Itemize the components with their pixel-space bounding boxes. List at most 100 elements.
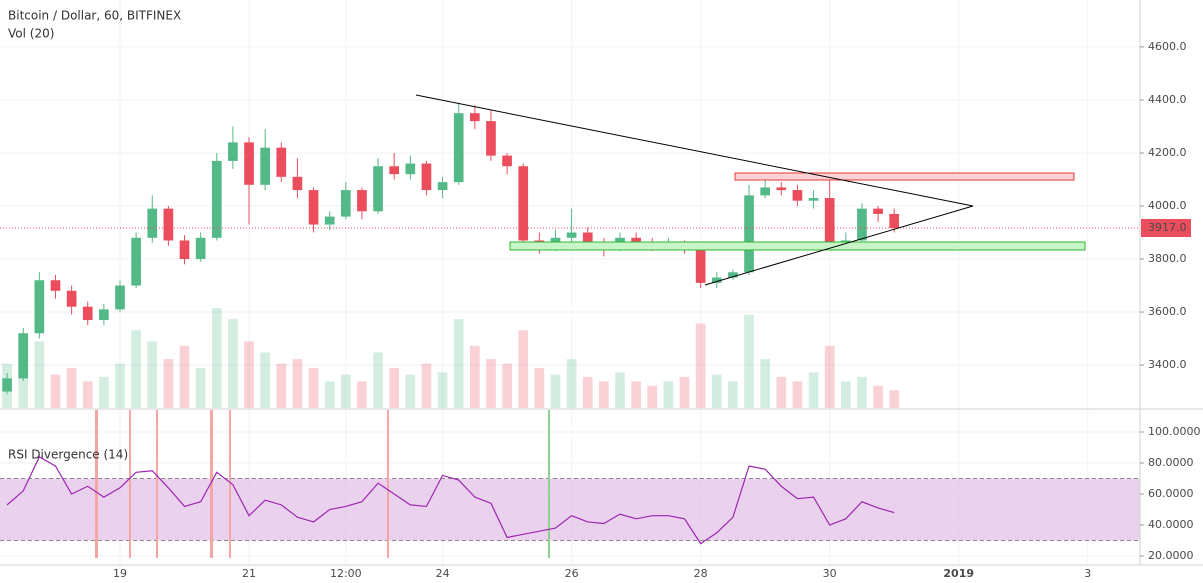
volume-bar — [82, 381, 93, 408]
support-zone — [509, 241, 1086, 251]
volume-bar — [340, 374, 351, 408]
volume-bar — [599, 381, 609, 408]
volume-bar — [518, 330, 529, 408]
candle-body — [163, 208, 174, 241]
divergence-marker — [156, 410, 158, 558]
volume-bar — [389, 368, 400, 408]
candle-body — [244, 142, 254, 185]
trend-line — [415, 94, 974, 207]
candle-body — [744, 195, 754, 273]
volume-bar — [421, 363, 432, 408]
volume-bar — [405, 374, 416, 408]
volume-bar — [50, 374, 61, 408]
volume-bar — [663, 381, 674, 408]
y-tick-label: 3600.0 — [1148, 305, 1187, 318]
x-tick-label: 12:00 — [330, 567, 362, 580]
volume-bar — [99, 376, 109, 408]
candle-body — [131, 237, 141, 286]
volume-bar — [873, 385, 883, 408]
y-tick-label: 20.0000 — [1148, 549, 1194, 562]
volume-bar — [615, 372, 625, 408]
trend-line — [704, 205, 974, 286]
candle-body — [211, 160, 222, 238]
candle-body — [792, 190, 803, 201]
volume-bar — [824, 345, 835, 408]
x-tick-label: 21 — [242, 567, 256, 580]
candle-body — [502, 155, 512, 167]
y-tick-label: 60.0000 — [1148, 487, 1194, 500]
candle-body — [760, 187, 770, 196]
volume-bar — [260, 352, 270, 408]
volume-bar — [228, 319, 238, 408]
volume-bar — [792, 381, 803, 408]
volume-bar — [534, 368, 545, 408]
volume-bar — [470, 345, 480, 408]
volume-bar — [147, 341, 158, 408]
volume-bar — [244, 341, 254, 408]
x-tick-label: 19 — [113, 567, 127, 580]
x-tick-label: 3 — [1084, 567, 1091, 580]
candle-body — [857, 208, 867, 241]
volume-bar — [211, 308, 222, 408]
candle-body — [228, 142, 238, 161]
divergence-marker — [229, 410, 231, 558]
y-tick-label: 40.0000 — [1148, 518, 1194, 531]
rsi-band-layer — [0, 478, 1140, 542]
candle-body — [373, 166, 383, 212]
last-price-box — [1141, 218, 1191, 237]
volume-bar — [179, 345, 190, 408]
volume-bar — [776, 376, 787, 408]
y-tick-label: 3800.0 — [1148, 252, 1187, 265]
candle-body — [82, 306, 93, 320]
candle-body — [99, 309, 109, 320]
volume-title: Vol (20) — [8, 27, 54, 41]
candle-body — [824, 198, 835, 244]
y-tick-label: 80.0000 — [1148, 456, 1194, 469]
candle-body — [34, 280, 45, 334]
x-tick-label: 24 — [436, 567, 450, 580]
x-tick-label: 30 — [823, 567, 837, 580]
volume-bar — [695, 323, 706, 408]
volume-bar — [857, 376, 867, 408]
candle-body — [776, 187, 787, 191]
candle-body — [147, 208, 158, 238]
x-tick-label: 26 — [565, 567, 579, 580]
volume-bar — [486, 359, 496, 408]
rsi-line — [6, 455, 895, 545]
volume-bar — [711, 374, 722, 408]
volume-bar — [357, 381, 367, 408]
divergence-markers — [95, 410, 550, 558]
y-tick-label: 4400.0 — [1148, 93, 1187, 106]
rsi-title: RSI Divergence (14) — [8, 448, 128, 462]
candle-body — [486, 121, 496, 156]
candle-body — [18, 333, 29, 379]
candle-body — [711, 277, 722, 283]
candle-body — [453, 113, 464, 183]
volume-bar — [728, 381, 738, 408]
volume-bar — [808, 372, 819, 408]
candle-body — [695, 248, 706, 283]
last-price-label: 3917.0 — [1148, 221, 1187, 234]
volume-bar — [276, 363, 287, 408]
drawings — [415, 94, 1086, 286]
axes-layer: 19 21 12:00 24 26 28 30 2019 3 3400.0 3600.0 3800.0… — [113, 40, 1201, 580]
chart-title: Bitcoin / Dollar, 60, BITFINEX — [8, 9, 181, 23]
candle-body — [115, 285, 125, 310]
rsi-band — [0, 478, 1140, 541]
volume-bar — [582, 376, 593, 408]
volume-bar — [889, 390, 900, 408]
x-tick-label: 2019 — [943, 567, 974, 580]
divergence-marker — [548, 410, 550, 558]
volume-bar — [453, 319, 464, 408]
candle-body — [566, 232, 577, 238]
y-tick-label: 100.0000 — [1148, 425, 1201, 438]
volume-bar — [34, 341, 45, 408]
volume-bar — [566, 359, 577, 408]
candle-body — [357, 190, 367, 212]
y-tick-label: 3400.0 — [1148, 358, 1187, 371]
candle-body — [66, 290, 77, 307]
divergence-marker — [387, 410, 389, 558]
volume-bar — [66, 368, 77, 408]
candle-body — [2, 378, 12, 392]
volume-bar — [840, 381, 851, 408]
